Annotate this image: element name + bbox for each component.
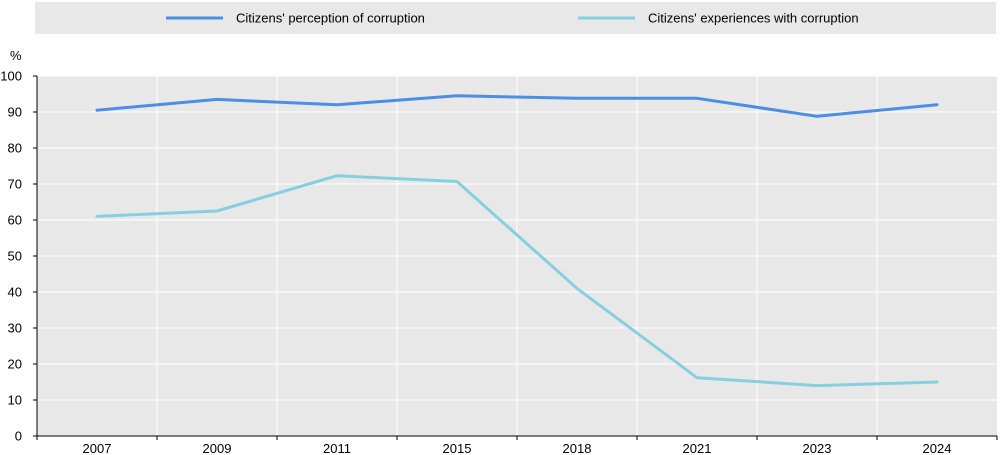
x-tick-label: 2007 [83, 441, 112, 455]
series-line-2 [95, 174, 939, 388]
legend: Citizens' perception of corruption Citize… [166, 11, 859, 26]
x-tick-label: 2011 [323, 441, 351, 455]
series-group [95, 94, 939, 388]
y-tick-label: 80 [8, 141, 22, 156]
grid [37, 75, 997, 436]
axes: 0 10 20 30 40 50 60 70 80 90 100 2007 2009 2011 2015 20… [0, 69, 998, 455]
legend-label-1: Citizens' perception of corruption [236, 11, 425, 26]
y-tick-label: 50 [8, 249, 22, 264]
x-tick-label: 2015 [443, 441, 472, 455]
x-tick-label: 2009 [203, 441, 232, 455]
x-tick-label: 2024 [923, 441, 952, 455]
x-tick-label: 2018 [563, 441, 592, 455]
y-tick-label: 60 [8, 213, 22, 228]
y-tick-label: 40 [8, 285, 22, 300]
y-tick-label: 0 [15, 429, 22, 444]
x-tick-label: 2021 [683, 441, 712, 455]
y-tick-label: 70 [8, 177, 22, 192]
series-line-1 [95, 94, 939, 118]
x-tick-label: 2023 [803, 441, 832, 455]
legend-label-2: Citizens' experiences with corruption [648, 11, 859, 26]
y-tick-label: 10 [8, 393, 22, 408]
y-tick-label: 90 [8, 105, 22, 120]
y-tick-label: 30 [8, 321, 22, 336]
y-tick-label: 20 [8, 357, 22, 372]
y-tick-label: 100 [0, 69, 22, 84]
y-axis-unit-label: % [10, 48, 22, 63]
